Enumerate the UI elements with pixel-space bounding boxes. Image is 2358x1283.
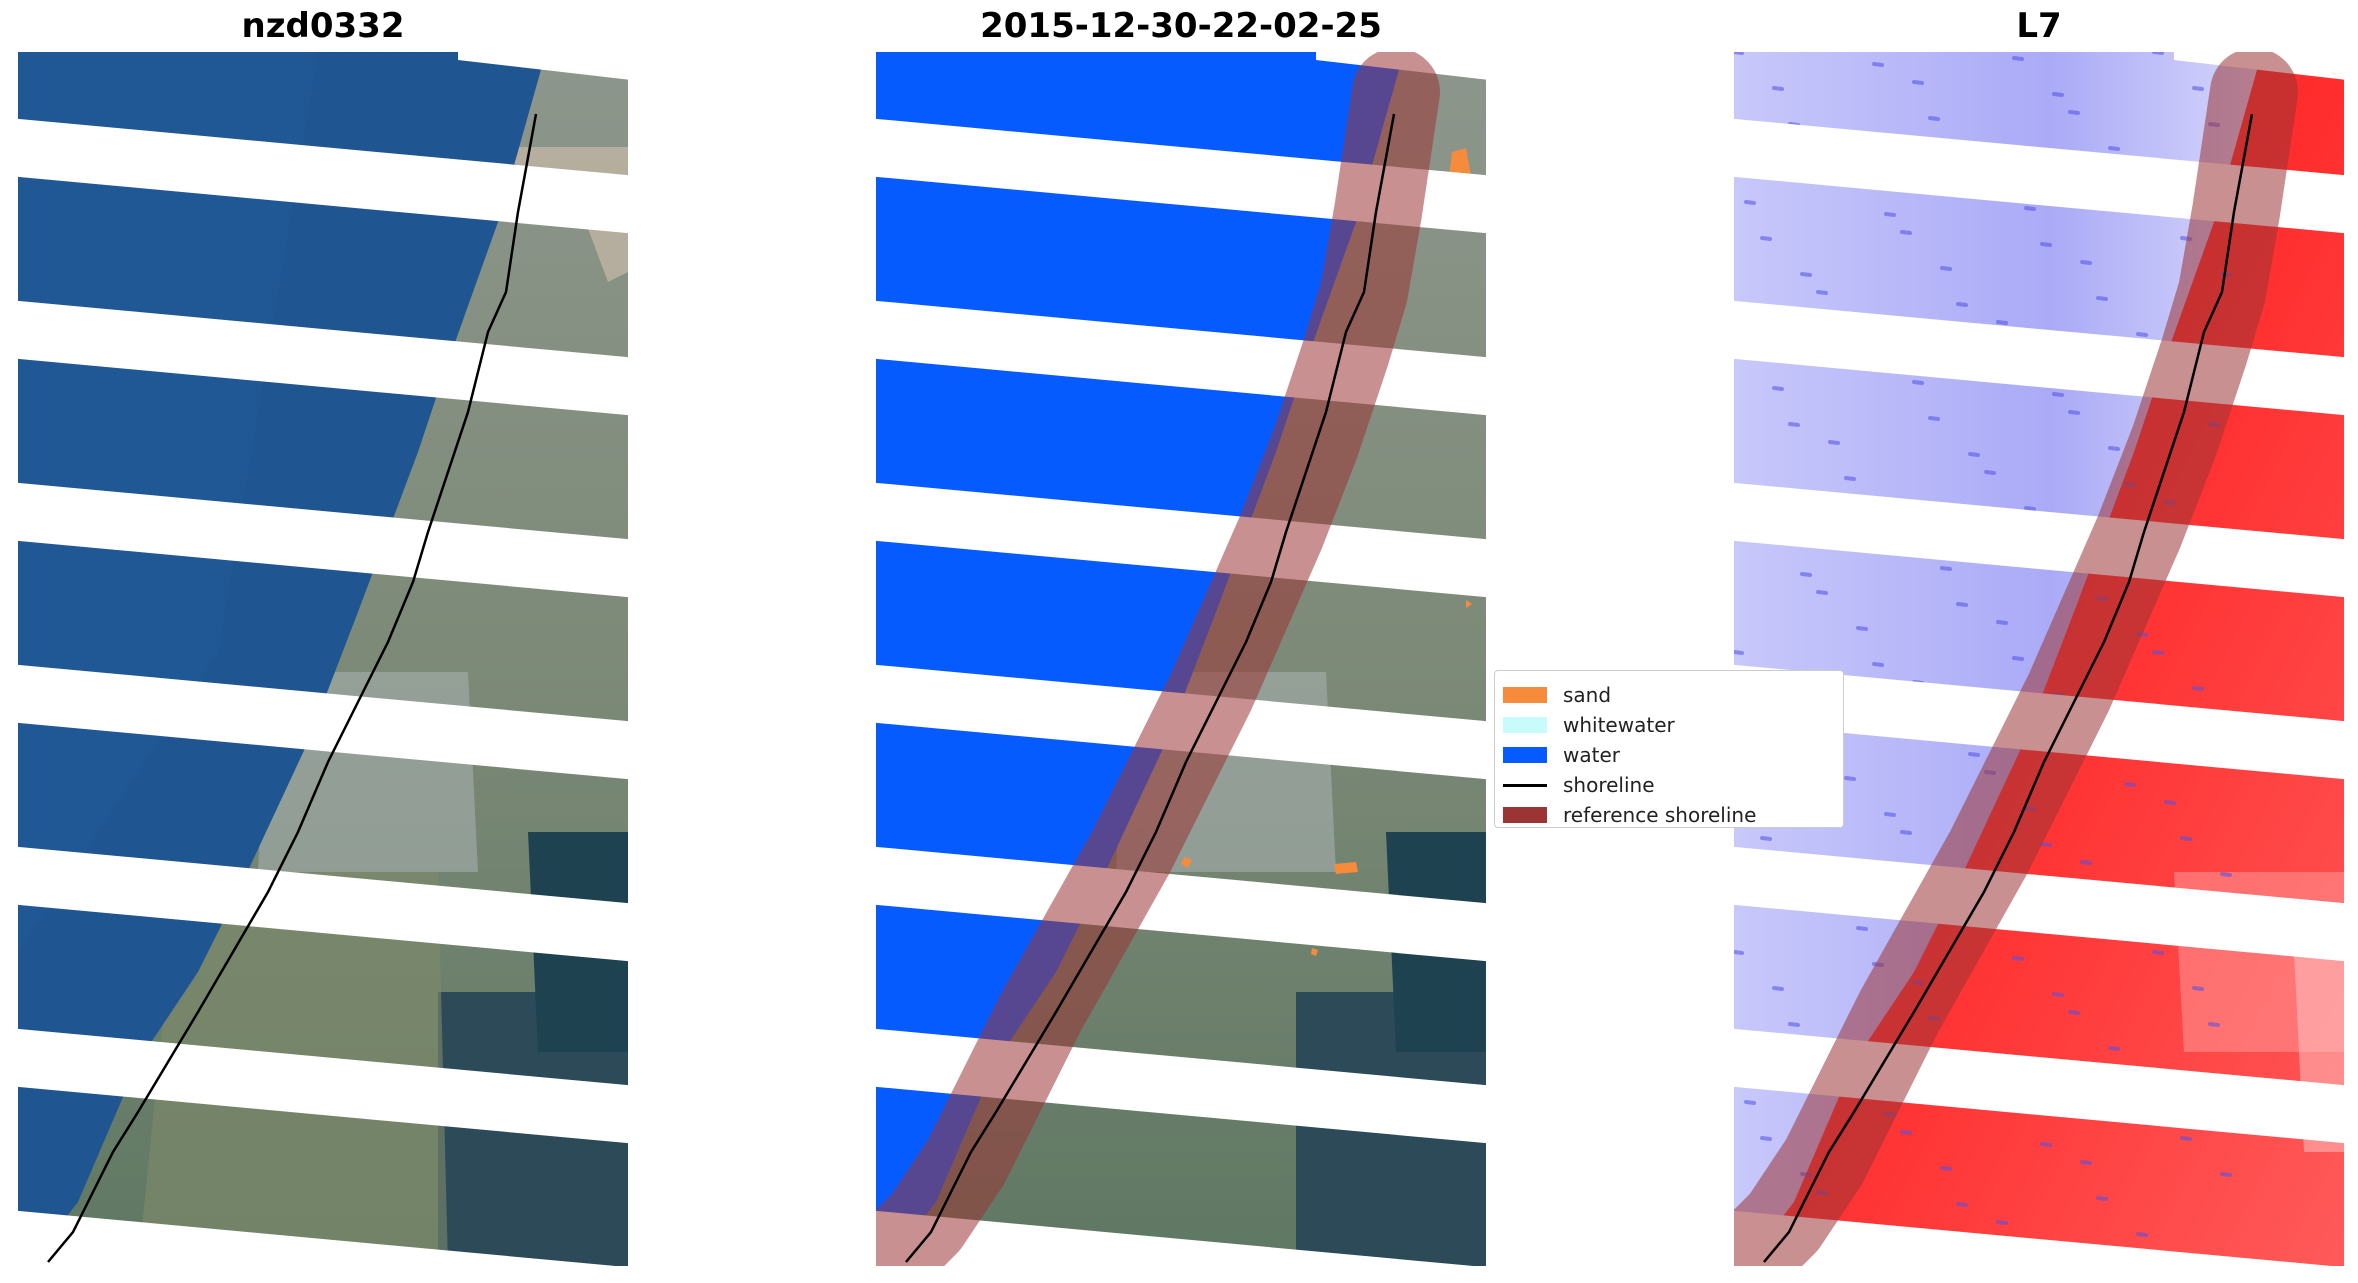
shoreline-line — [1763, 113, 2254, 1263]
shoreline-line — [905, 113, 1396, 1263]
legend-swatch — [1503, 747, 1547, 763]
classified-image-panel — [876, 52, 1486, 1266]
panel-title-rgb: nzd0332 — [241, 6, 405, 46]
legend-label: reference shoreline — [1563, 803, 1757, 827]
legend-item-sand: sand — [1503, 681, 1611, 709]
legend-label: water — [1563, 743, 1620, 767]
panel-title-index: L7 — [2016, 6, 2062, 46]
sand-class-region — [1446, 148, 1472, 220]
legend-item-whitewater: whitewater — [1503, 711, 1675, 739]
rgb-image-panel — [18, 52, 628, 1266]
legend-item-water: water — [1503, 741, 1620, 769]
panel-title-classified: 2015-12-30-22-02-25 — [980, 6, 1382, 46]
legend: sand whitewater water shoreline referenc… — [1494, 670, 1844, 828]
legend-label: sand — [1563, 683, 1612, 707]
legend-label: shoreline — [1563, 773, 1655, 797]
reference-shoreline-buffer — [1734, 52, 2298, 1266]
water-class-region — [876, 52, 1404, 1266]
legend-swatch — [1503, 687, 1547, 703]
legend-item-shoreline: shoreline — [1503, 771, 1655, 799]
legend-swatch — [1503, 717, 1547, 733]
legend-label: whitewater — [1563, 713, 1675, 737]
reference-shoreline-buffer — [876, 52, 1440, 1266]
shoreline-line — [47, 113, 538, 1263]
legend-line — [1503, 783, 1547, 787]
legend-item-reference-shoreline: reference shoreline — [1503, 801, 1757, 827]
legend-swatch — [1503, 807, 1547, 823]
index-image-panel — [1734, 52, 2344, 1266]
water-index-region — [1734, 52, 2262, 1266]
